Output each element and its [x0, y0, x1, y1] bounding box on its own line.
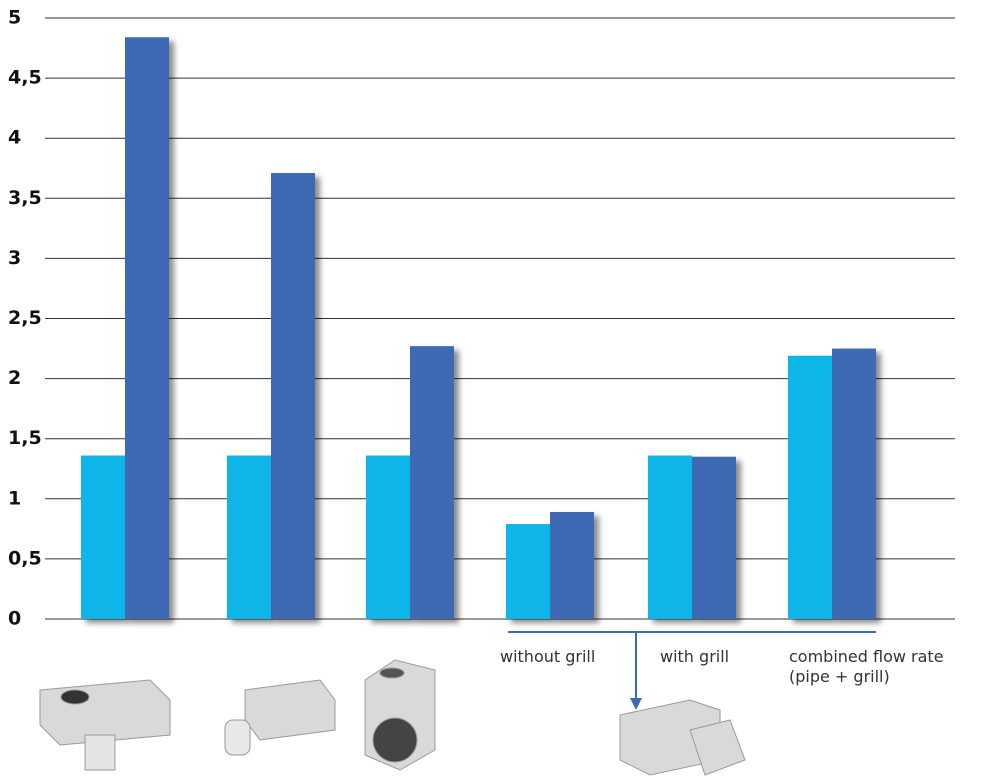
y-tick-label: 0	[8, 608, 21, 630]
y-tick-label: 5	[8, 7, 21, 29]
y-tick-label: 3	[8, 247, 21, 269]
x-tick-label: without grill	[500, 647, 596, 666]
y-tick-label: 2	[8, 367, 21, 389]
bar	[692, 456, 736, 619]
y-tick-label: 2,5	[8, 307, 42, 329]
bar	[366, 455, 410, 619]
bar	[506, 524, 550, 619]
bar	[832, 348, 876, 619]
y-tick-label: 3,5	[8, 187, 42, 209]
bar	[125, 37, 169, 620]
bar	[410, 346, 454, 619]
y-tick-label: 0,5	[8, 547, 42, 569]
bar	[81, 455, 125, 619]
bar	[227, 455, 271, 619]
y-tick-label: 1,5	[8, 427, 42, 449]
product-images	[39, 659, 746, 776]
y-tick-label: 1	[8, 487, 21, 509]
bar	[550, 512, 594, 619]
arrow-head	[630, 698, 642, 710]
y-tick-label: 4	[8, 127, 21, 149]
bar	[788, 355, 832, 619]
x-tick-label: with grill	[660, 647, 730, 666]
bar	[648, 455, 692, 619]
bar	[271, 173, 315, 620]
y-tick-label: 4,5	[8, 67, 42, 89]
x-tick-label: combined flow rate (pipe + grill)	[789, 647, 944, 686]
